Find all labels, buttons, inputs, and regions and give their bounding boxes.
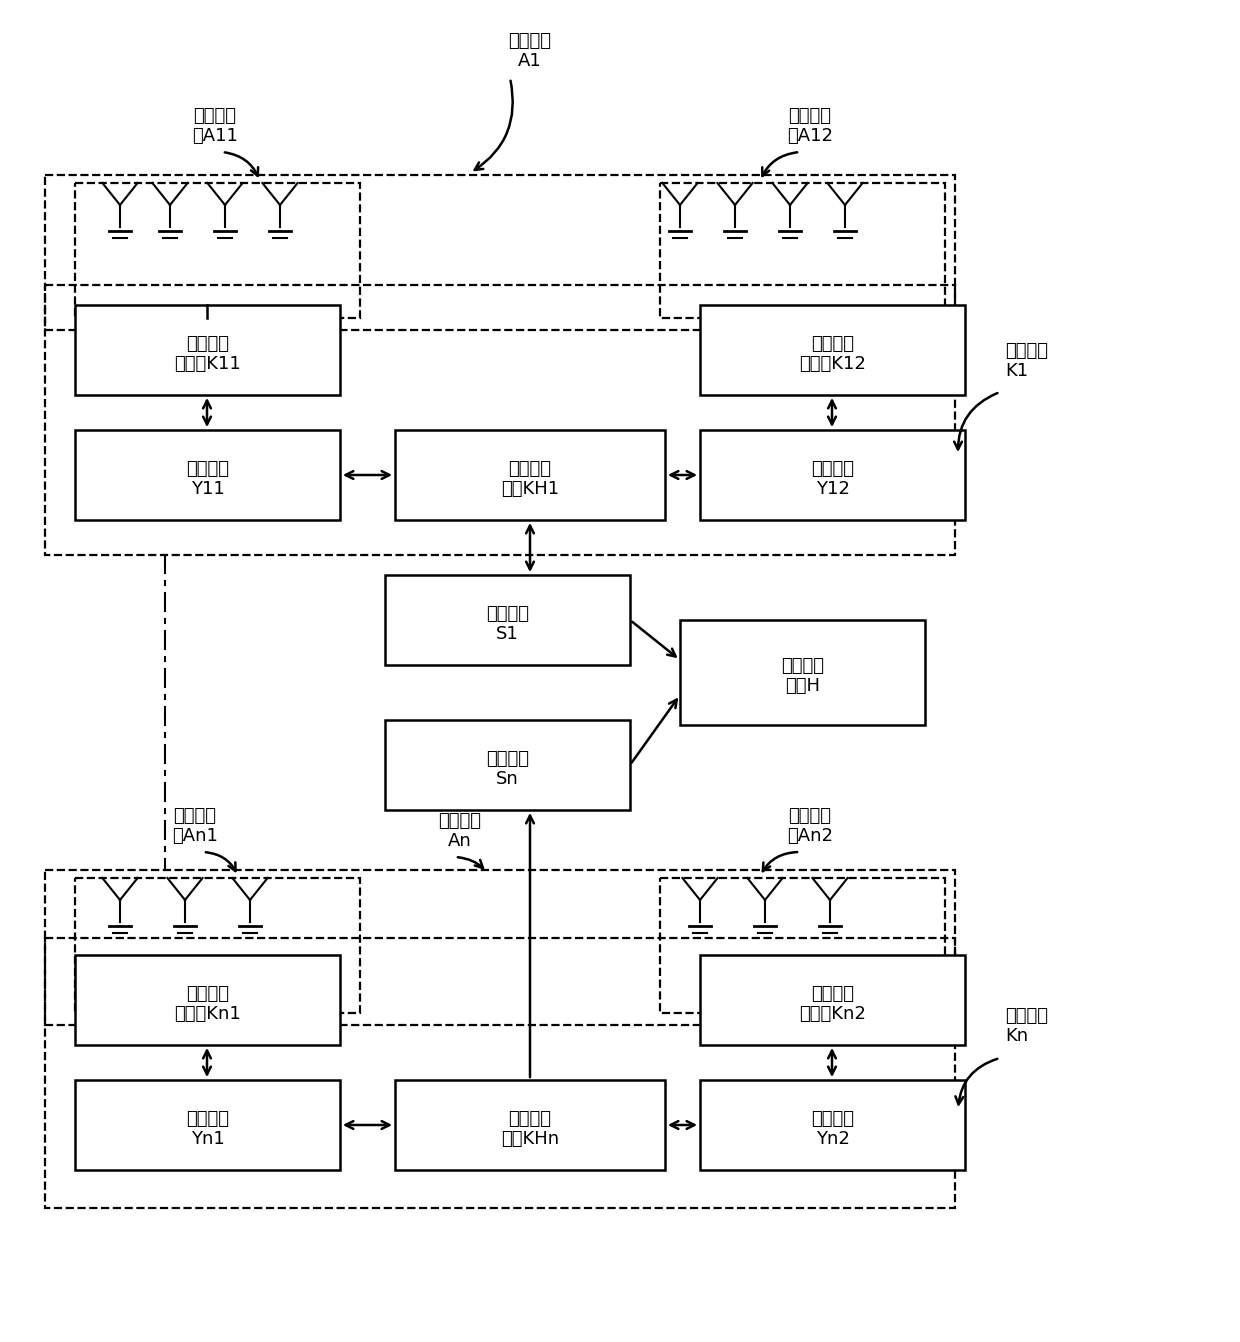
Bar: [45, 285, 955, 556]
Text: 天线子馈: 天线子馈: [186, 985, 229, 1002]
Text: 移相网络: 移相网络: [811, 460, 854, 478]
FancyArrowPatch shape: [224, 153, 258, 176]
Bar: [45, 870, 955, 1025]
Text: Kn: Kn: [1004, 1027, 1028, 1045]
FancyArrowPatch shape: [458, 858, 484, 868]
Text: 天线阵列: 天线阵列: [439, 812, 481, 829]
Bar: [45, 938, 955, 1208]
FancyArrowPatch shape: [475, 81, 512, 170]
Text: 列A12: 列A12: [787, 127, 833, 145]
Text: 网络KHn: 网络KHn: [501, 1130, 559, 1147]
Text: 列A11: 列A11: [192, 127, 238, 145]
Text: 天线阵列: 天线阵列: [508, 32, 552, 50]
Bar: [660, 878, 945, 1013]
Text: 电网络Kn2: 电网络Kn2: [799, 1005, 866, 1023]
Text: 天线子阵: 天线子阵: [193, 107, 237, 125]
Text: 移相网络: 移相网络: [811, 1110, 854, 1129]
Bar: [74, 183, 360, 318]
Bar: [45, 174, 955, 330]
Text: An: An: [448, 832, 472, 849]
FancyArrowPatch shape: [954, 393, 997, 450]
Bar: [680, 620, 925, 725]
Text: Yn1: Yn1: [191, 1130, 224, 1147]
Text: 馈电网络: 馈电网络: [1004, 1006, 1048, 1025]
Bar: [74, 305, 340, 395]
FancyArrowPatch shape: [763, 152, 797, 176]
Bar: [74, 956, 340, 1045]
Text: 列An1: 列An1: [172, 827, 218, 845]
Bar: [701, 429, 965, 519]
FancyArrowPatch shape: [763, 852, 797, 871]
Bar: [701, 956, 965, 1045]
Bar: [701, 1080, 965, 1170]
Text: 电网络Kn1: 电网络Kn1: [174, 1005, 241, 1023]
Text: 馈电网络: 馈电网络: [1004, 342, 1048, 360]
Text: S1: S1: [496, 625, 518, 643]
Text: 矢量合成: 矢量合成: [781, 658, 825, 675]
Text: 矢量合成: 矢量合成: [508, 1110, 552, 1129]
Bar: [74, 1080, 340, 1170]
Text: Yn2: Yn2: [816, 1130, 849, 1147]
Text: 电网络K11: 电网络K11: [174, 356, 241, 373]
FancyArrowPatch shape: [206, 852, 236, 871]
Text: 天线子阵: 天线子阵: [789, 107, 832, 125]
Text: Y12: Y12: [816, 480, 849, 498]
Text: 天线子馈: 天线子馈: [811, 336, 854, 353]
Bar: [396, 429, 665, 519]
Text: 网络H: 网络H: [785, 678, 820, 695]
Text: 加权网络: 加权网络: [486, 750, 529, 768]
Text: 矢量合成: 矢量合成: [508, 460, 552, 478]
Text: 列An2: 列An2: [787, 827, 833, 845]
Text: Sn: Sn: [496, 770, 518, 788]
Bar: [396, 1080, 665, 1170]
Text: 移相网络: 移相网络: [186, 460, 229, 478]
Text: K1: K1: [1004, 362, 1028, 380]
Bar: [384, 574, 630, 666]
Text: A1: A1: [518, 52, 542, 70]
Text: 网络KH1: 网络KH1: [501, 480, 559, 498]
Text: Y11: Y11: [191, 480, 224, 498]
Bar: [384, 721, 630, 811]
Text: 天线子阵: 天线子阵: [174, 807, 217, 825]
Bar: [701, 305, 965, 395]
Text: 天线子阵: 天线子阵: [789, 807, 832, 825]
FancyArrowPatch shape: [956, 1059, 997, 1104]
Text: 加权网络: 加权网络: [486, 605, 529, 623]
Text: 天线子馈: 天线子馈: [811, 985, 854, 1002]
Bar: [74, 878, 360, 1013]
Text: 移相网络: 移相网络: [186, 1110, 229, 1129]
Text: 天线子馈: 天线子馈: [186, 336, 229, 353]
Bar: [660, 183, 945, 318]
Bar: [74, 429, 340, 519]
Text: 电网络K12: 电网络K12: [799, 356, 866, 373]
